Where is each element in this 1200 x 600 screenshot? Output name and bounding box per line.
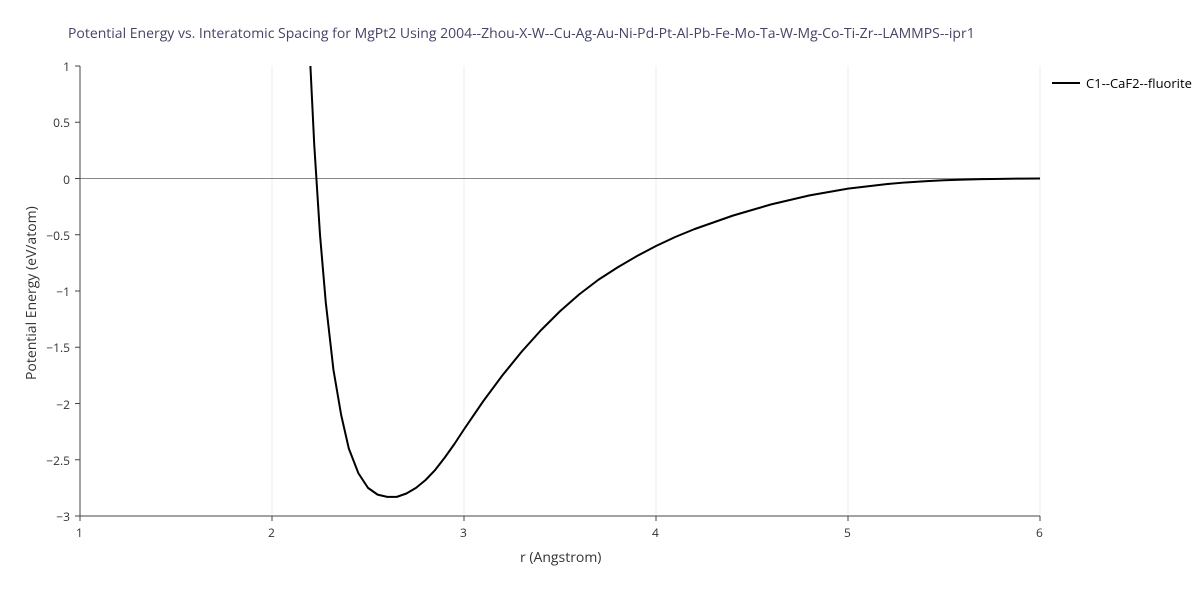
x-tick-label: 6 (1036, 524, 1043, 541)
x-tick-label: 1 (76, 524, 83, 541)
series-line-0[interactable] (307, 0, 1040, 497)
chart-container: Potential Energy vs. Interatomic Spacing… (0, 0, 1200, 600)
y-tick-label: −3 (56, 508, 70, 525)
x-tick-label: 5 (844, 524, 851, 541)
y-tick-label: 1 (63, 58, 70, 75)
y-tick-label: −1.5 (46, 339, 70, 356)
y-tick-label: −2 (56, 396, 70, 413)
x-tick-label: 3 (460, 524, 467, 541)
y-tick-label: 0.5 (53, 114, 70, 131)
y-tick-label: −1 (56, 283, 70, 300)
y-tick-label: −2.5 (46, 452, 70, 469)
y-tick-label: −0.5 (46, 227, 70, 244)
y-tick-label: 0 (63, 171, 70, 188)
plot-svg (0, 0, 1200, 600)
x-tick-label: 2 (268, 524, 275, 541)
x-tick-label: 4 (652, 524, 659, 541)
